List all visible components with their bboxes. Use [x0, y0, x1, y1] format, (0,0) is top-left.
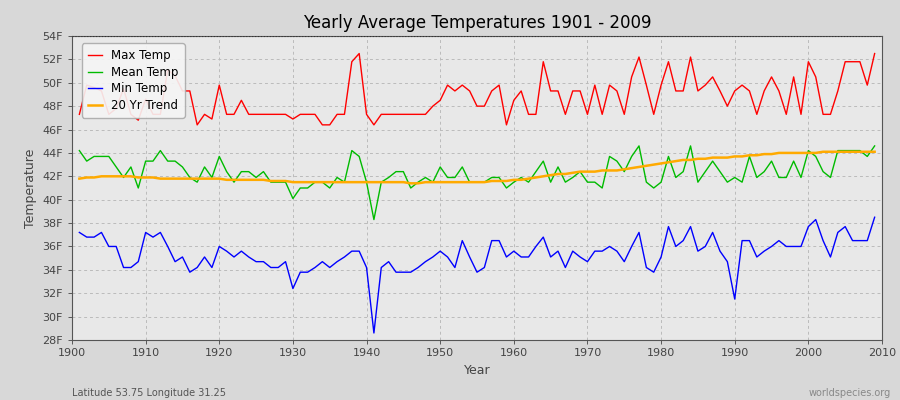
Line: Mean Temp: Mean Temp: [79, 146, 875, 220]
Max Temp: [74, 112, 85, 117]
Line: Max Temp: Max Temp: [79, 54, 875, 125]
20 Yr Trend: [516, 178, 526, 182]
Y-axis label: Temperature: Temperature: [23, 148, 37, 228]
Mean Temp: [516, 175, 526, 180]
Min Temp: [133, 259, 144, 264]
Max Temp: [869, 51, 880, 56]
Min Temp: [295, 270, 306, 274]
Min Temp: [508, 249, 519, 254]
Mean Temp: [869, 144, 880, 148]
Mean Temp: [295, 186, 306, 190]
Max Temp: [523, 112, 534, 117]
20 Yr Trend: [74, 176, 85, 181]
Mean Temp: [133, 186, 144, 190]
Legend: Max Temp, Mean Temp, Min Temp, 20 Yr Trend: Max Temp, Mean Temp, Min Temp, 20 Yr Tre…: [82, 44, 184, 118]
Max Temp: [611, 88, 622, 93]
X-axis label: Year: Year: [464, 364, 490, 377]
20 Yr Trend: [818, 149, 829, 154]
20 Yr Trend: [508, 178, 519, 182]
Text: Latitude 53.75 Longitude 31.25: Latitude 53.75 Longitude 31.25: [72, 388, 226, 398]
Min Temp: [516, 254, 526, 259]
Mean Temp: [368, 217, 379, 222]
Min Temp: [604, 244, 615, 249]
Max Temp: [302, 112, 313, 117]
Min Temp: [368, 330, 379, 335]
Min Temp: [339, 254, 350, 259]
Max Temp: [346, 59, 357, 64]
Max Temp: [516, 88, 526, 93]
20 Yr Trend: [604, 168, 615, 173]
Mean Temp: [74, 148, 85, 153]
Title: Yearly Average Temperatures 1901 - 2009: Yearly Average Temperatures 1901 - 2009: [302, 14, 652, 32]
Max Temp: [354, 51, 364, 56]
Min Temp: [74, 230, 85, 235]
Mean Temp: [339, 180, 350, 184]
Max Temp: [133, 118, 144, 122]
20 Yr Trend: [133, 175, 144, 180]
Line: 20 Yr Trend: 20 Yr Trend: [79, 152, 875, 183]
20 Yr Trend: [869, 149, 880, 154]
20 Yr Trend: [295, 180, 306, 184]
Min Temp: [869, 215, 880, 220]
Mean Temp: [634, 144, 644, 148]
Max Temp: [192, 122, 202, 127]
20 Yr Trend: [405, 181, 416, 186]
Line: Min Temp: Min Temp: [79, 217, 875, 333]
Mean Temp: [604, 154, 615, 159]
20 Yr Trend: [339, 180, 350, 184]
Text: worldspecies.org: worldspecies.org: [809, 388, 891, 398]
Mean Temp: [508, 180, 519, 184]
